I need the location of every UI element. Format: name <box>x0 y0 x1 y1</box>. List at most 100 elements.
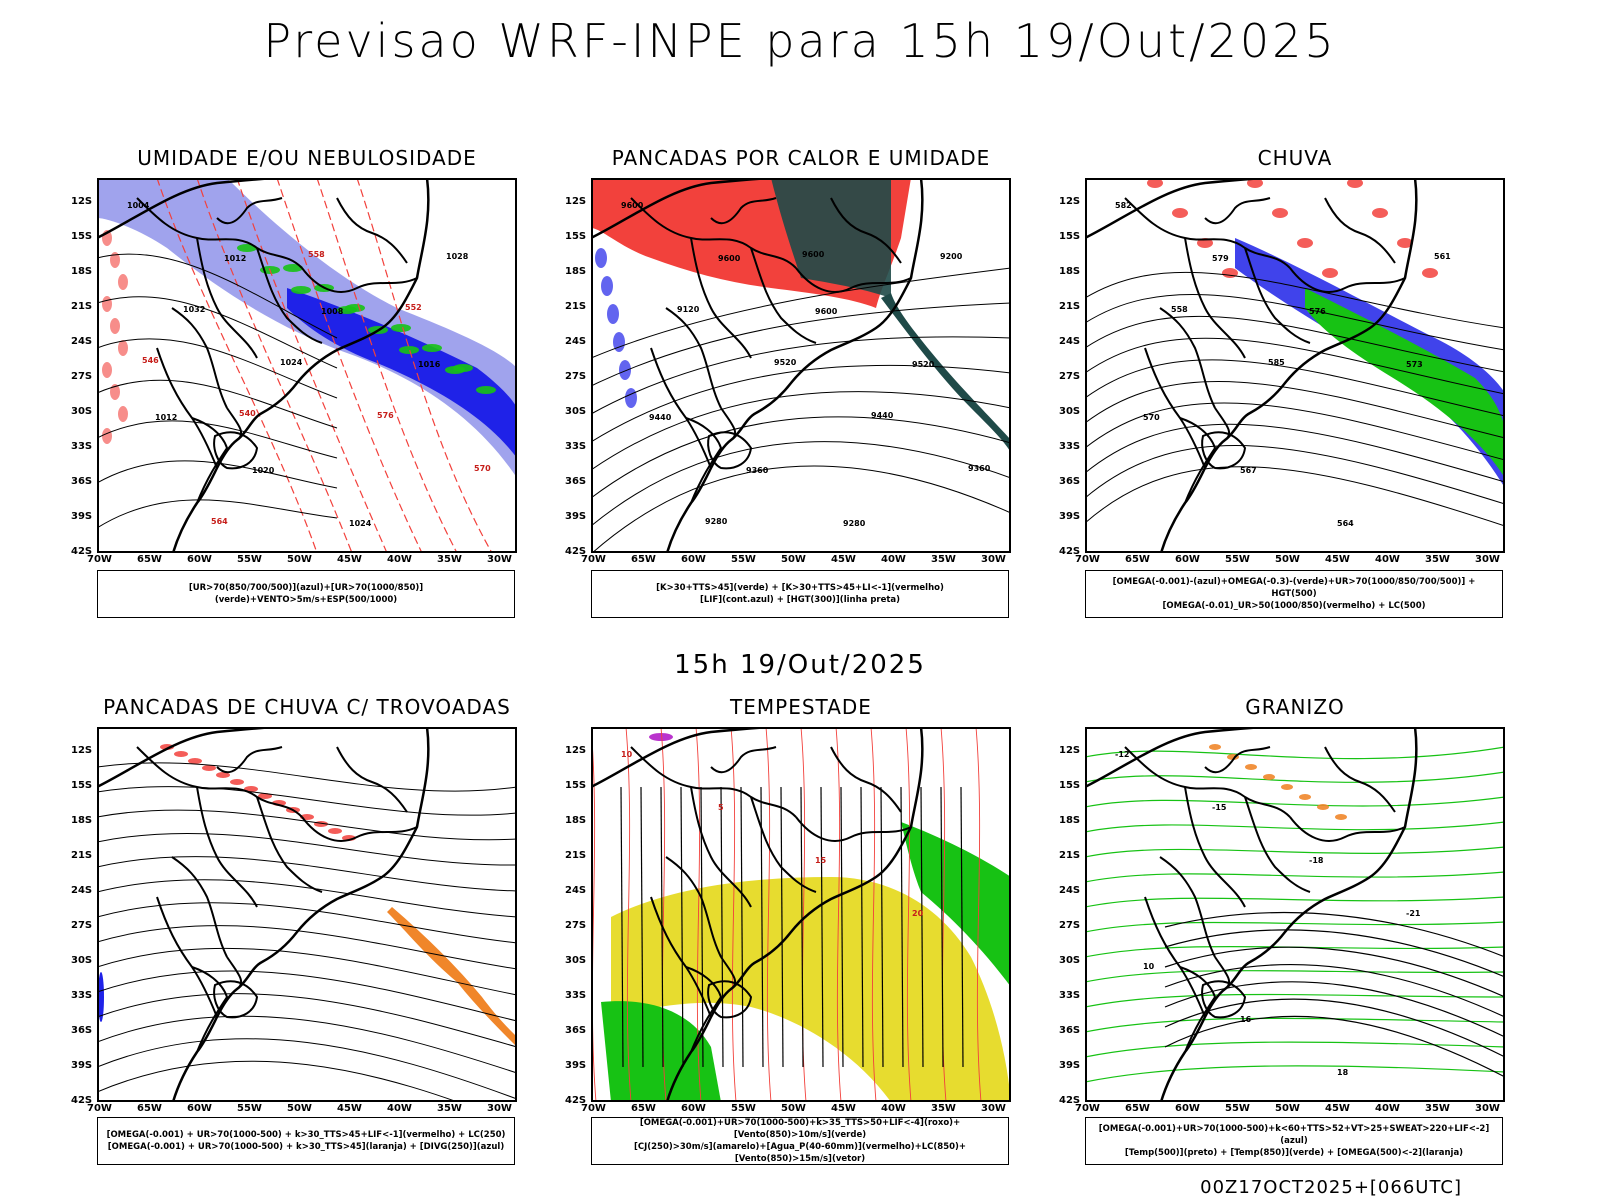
latitude-tick: 15S <box>565 231 587 242</box>
coastline <box>1085 727 1418 1102</box>
longitude-tick: 50W <box>1275 1103 1300 1114</box>
contour-label: 564 <box>211 517 228 526</box>
state-border <box>720 956 737 990</box>
contour-label: 10 <box>621 750 633 759</box>
latitude-tick: 42S <box>565 1095 587 1106</box>
latitude-tick: 21S <box>71 301 93 312</box>
temp-850-contour <box>1085 921 1505 933</box>
state-border <box>690 237 752 359</box>
valid-time-subtitle: 15h 19/Out/2025 <box>674 650 926 680</box>
longitude-tick: 40W <box>1375 554 1400 565</box>
longitude-tick: 35W <box>931 1103 956 1114</box>
longitude-tick: 35W <box>437 554 462 565</box>
temp-850-contour <box>1085 993 1505 1008</box>
contour-label: 9600 <box>621 201 644 210</box>
height-300-contour <box>591 364 1011 443</box>
wind-vector <box>820 786 824 1068</box>
legend-line: [OMEGA(-0.001)-(azul)+OMEGA(-0.3)-(verde… <box>1112 577 1476 599</box>
latitude-tick: 15S <box>71 231 93 242</box>
convective-rain-patch <box>1247 178 1263 188</box>
contour-label: 16 <box>1240 1015 1252 1024</box>
convective-rain-patch <box>1347 178 1363 188</box>
panel-title: UMIDADE E/OU NEBULOSIDADE <box>137 146 477 170</box>
wind-vector <box>900 786 904 1068</box>
state-border <box>171 307 228 409</box>
contour-label: 15 <box>815 856 827 865</box>
omega-hail-patch <box>1281 784 1293 790</box>
latitude-tick: 42S <box>71 1095 93 1106</box>
page-title: Previsao WRF-INPE para 15h 19/Out/2025 <box>263 14 1337 68</box>
thickness-contour-patch <box>110 384 120 400</box>
thickness-contour-patch <box>110 252 120 268</box>
contour-label: 9120 <box>677 305 700 314</box>
latitude-tick: 33S <box>565 441 587 452</box>
omega-hail-patch <box>1263 774 1275 780</box>
state-border <box>1124 197 1291 269</box>
longitude-tick: 40W <box>387 554 412 565</box>
contour-label: -21 <box>1406 909 1421 918</box>
lifted-index-patch <box>595 248 607 268</box>
longitude-tick: 30W <box>487 1103 512 1114</box>
contour-label: 576 <box>377 411 394 420</box>
wind-vector <box>960 786 964 1068</box>
latitude-tick: 39S <box>71 511 93 522</box>
lifted-index-patch <box>619 360 631 380</box>
convective-rain-patch <box>1372 208 1388 218</box>
streamline <box>97 856 517 892</box>
moisture-low-patch <box>476 386 496 394</box>
state-border <box>156 896 218 1018</box>
latitude-tick: 18S <box>1059 815 1081 826</box>
streamline <box>97 993 517 1048</box>
state-border <box>665 307 722 409</box>
convective-rain-patch <box>1422 268 1438 278</box>
temp-850-contour <box>1085 1065 1505 1083</box>
omega-hail-patch <box>1299 794 1311 800</box>
thunderstorm-patch <box>230 779 244 785</box>
longitude-tick: 70W <box>1075 1103 1100 1114</box>
state-border <box>710 197 777 225</box>
panel-title: PANCADAS DE CHUVA C/ TROVOADAS <box>103 695 511 719</box>
contour-label: 558 <box>308 250 325 259</box>
contour-label: 20 <box>912 909 924 918</box>
uruguay-border <box>707 431 753 470</box>
convective-rain-patch <box>1197 238 1213 248</box>
temp-500-contour <box>1164 911 1505 958</box>
state-border <box>630 746 797 818</box>
contour-label: 576 <box>1309 307 1326 316</box>
height-500-contour <box>1085 402 1505 461</box>
state-border <box>795 816 912 842</box>
latitude-tick: 30S <box>565 955 587 966</box>
temp-850-contour <box>1085 796 1505 808</box>
coastline <box>97 727 430 1102</box>
longitude-tick: 70W <box>1075 554 1100 565</box>
contour-label: 1028 <box>446 252 469 261</box>
temp-850-contour <box>1085 1041 1505 1058</box>
latitude-tick: 39S <box>71 1060 93 1071</box>
latitude-tick: 33S <box>565 990 587 1001</box>
state-border <box>301 816 418 842</box>
state-border <box>1159 856 1216 958</box>
forecast-map: 10 5 15 20 <box>591 727 1011 1102</box>
omega-hail-patch <box>1335 814 1347 820</box>
thickness-contour <box>316 178 458 553</box>
height-300-contour <box>591 416 1011 499</box>
longitude-tick: 35W <box>1425 554 1450 565</box>
streamline <box>97 809 517 841</box>
temp-500-contour <box>1164 929 1505 978</box>
longitude-tick: 35W <box>931 554 956 565</box>
streamline <box>97 786 517 816</box>
water-vapor-contour <box>835 727 842 1102</box>
water-vapor-contour <box>591 727 597 1102</box>
longitude-tick: 60W <box>187 1103 212 1114</box>
map-frame <box>1085 727 1505 1102</box>
contour-label: 564 <box>1337 519 1354 528</box>
thickness-contour-patch <box>102 362 112 378</box>
height-500-contour <box>1085 381 1505 439</box>
state-border <box>665 856 722 958</box>
temp-500-contour <box>1164 963 1505 1018</box>
contour-label: 9440 <box>649 413 672 422</box>
latitude-tick: 21S <box>565 301 587 312</box>
longitude-tick: 65W <box>137 1103 162 1114</box>
thunderstorm-patch <box>160 744 174 750</box>
contour-label: 10 <box>1143 962 1155 971</box>
